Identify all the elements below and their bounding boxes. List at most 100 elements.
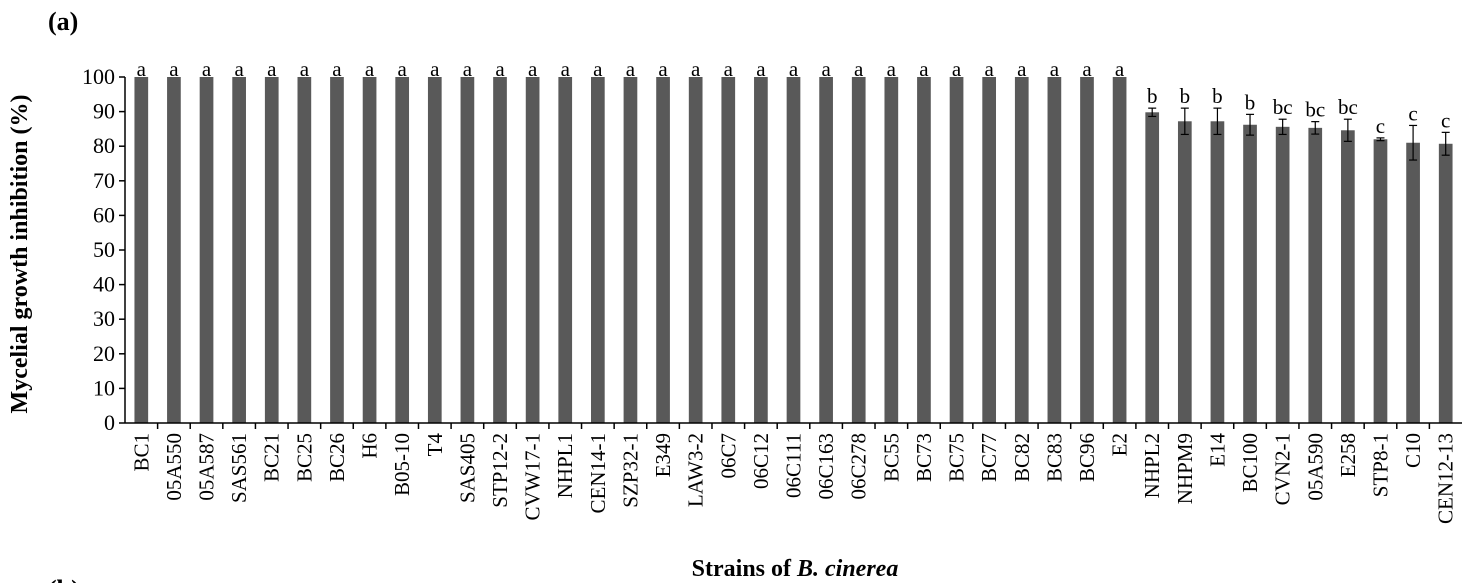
bar [460,77,475,423]
x-tick-label: 05A590 [1303,433,1327,501]
bar [1047,77,1062,423]
bar [590,77,605,423]
x-axis-label-italic: B. cinerea [796,556,898,582]
bar [525,77,540,423]
significance-label: a [1050,57,1060,81]
significance-label: a [300,57,310,81]
significance-label: a [463,57,473,81]
significance-label: b [1212,84,1223,108]
significance-label: a [234,57,244,81]
x-tick-label: E258 [1336,433,1360,477]
significance-label: b [1180,84,1191,108]
bar [786,77,801,423]
x-tick-label: BC96 [1075,433,1099,482]
x-tick-label: STP8-1 [1368,433,1392,497]
y-tick-label: 30 [93,306,115,331]
x-tick-label: 05A550 [162,433,186,501]
y-tick-label: 50 [93,237,115,262]
x-tick-label: T4 [423,433,447,457]
bar [1406,142,1420,424]
x-tick-label: 06C278 [847,433,871,500]
bar [1373,139,1388,423]
bar [1438,143,1453,423]
x-tick-label: BC100 [1238,433,1262,493]
y-tick-label: 60 [93,202,115,227]
significance-label: a [952,57,962,81]
significance-label: a [1115,57,1125,81]
bar [721,77,736,423]
x-tick-label: BC75 [945,433,969,482]
significance-label: a [202,57,212,81]
bar [656,77,670,423]
x-tick-label: 06C7 [716,433,740,479]
significance-label: a [658,57,668,81]
significance-label: a [495,57,505,81]
significance-label: a [169,57,179,81]
x-tick-label: H6 [358,433,382,459]
bar [688,77,703,423]
x-axis-label-prefix: Strains of [692,556,797,582]
bar [134,77,149,423]
bar [851,77,866,423]
significance-label: a [789,57,799,81]
bar [982,77,997,423]
y-tick-label: 0 [104,410,115,435]
x-tick-label: 06C163 [814,433,838,500]
bar [949,77,964,423]
bar [493,77,507,423]
bars: a a a a a a a a a a a a a a a a a a a a a a a a a a a a a a ab b b b bc bc b… [134,57,1453,424]
bar [427,77,442,423]
x-tick-label: B05-10 [390,433,414,496]
bar [1275,126,1290,423]
bar [362,77,377,423]
significance-label: a [332,57,342,81]
significance-label: a [887,57,897,81]
y-tick-label: 10 [93,375,115,400]
x-tick-label: 06C111 [782,433,806,498]
significance-label: a [821,57,831,81]
bar [1243,124,1257,424]
significance-label: c [1441,108,1450,132]
x-tick-label: NHPL1 [553,433,577,498]
y-axis: 0 10 20 30 40 50 60 70 80 90 100 [82,64,125,435]
y-tick-label: 80 [93,133,115,158]
bar [623,77,638,423]
x-tick-label: BC73 [912,433,936,482]
significance-label: bc [1305,98,1325,122]
significance-label: c [1376,114,1385,138]
significance-label: a [756,57,766,81]
x-tick-label: 05A587 [195,433,219,501]
significance-label: b [1147,84,1158,108]
bar [754,77,768,423]
bar [1145,112,1160,424]
significance-label: a [398,57,408,81]
significance-label: a [854,57,864,81]
x-tick-label: SZP32-1 [618,433,642,508]
significance-label: a [626,57,636,81]
bar [1112,77,1127,423]
bar [264,77,279,423]
significance-label: a [724,57,734,81]
bar [819,77,833,423]
y-tick-label: 20 [93,341,115,366]
bar [330,77,344,423]
x-tick-label: 06C12 [749,433,773,489]
x-tick-label: STP12-2 [488,433,512,508]
y-tick-label: 90 [93,99,115,124]
bar [1341,130,1355,423]
x-tick-label: SAS561 [227,433,251,503]
bar [395,77,410,423]
x-tick-label: BC82 [1010,433,1034,482]
bar [1210,121,1225,424]
x-tick-label: E14 [1205,433,1229,467]
x-tick-label: CVN2-1 [1271,433,1295,505]
significance-label: c [1408,101,1417,125]
x-tick-label: BC83 [1042,433,1066,482]
x-tick-label: E349 [651,433,675,477]
x-tick-label: BC77 [977,433,1001,482]
x-tick-label: BC25 [292,433,316,482]
significance-label: a [365,57,375,81]
bar [167,77,181,423]
significance-label: a [267,57,277,81]
bar [232,77,246,423]
